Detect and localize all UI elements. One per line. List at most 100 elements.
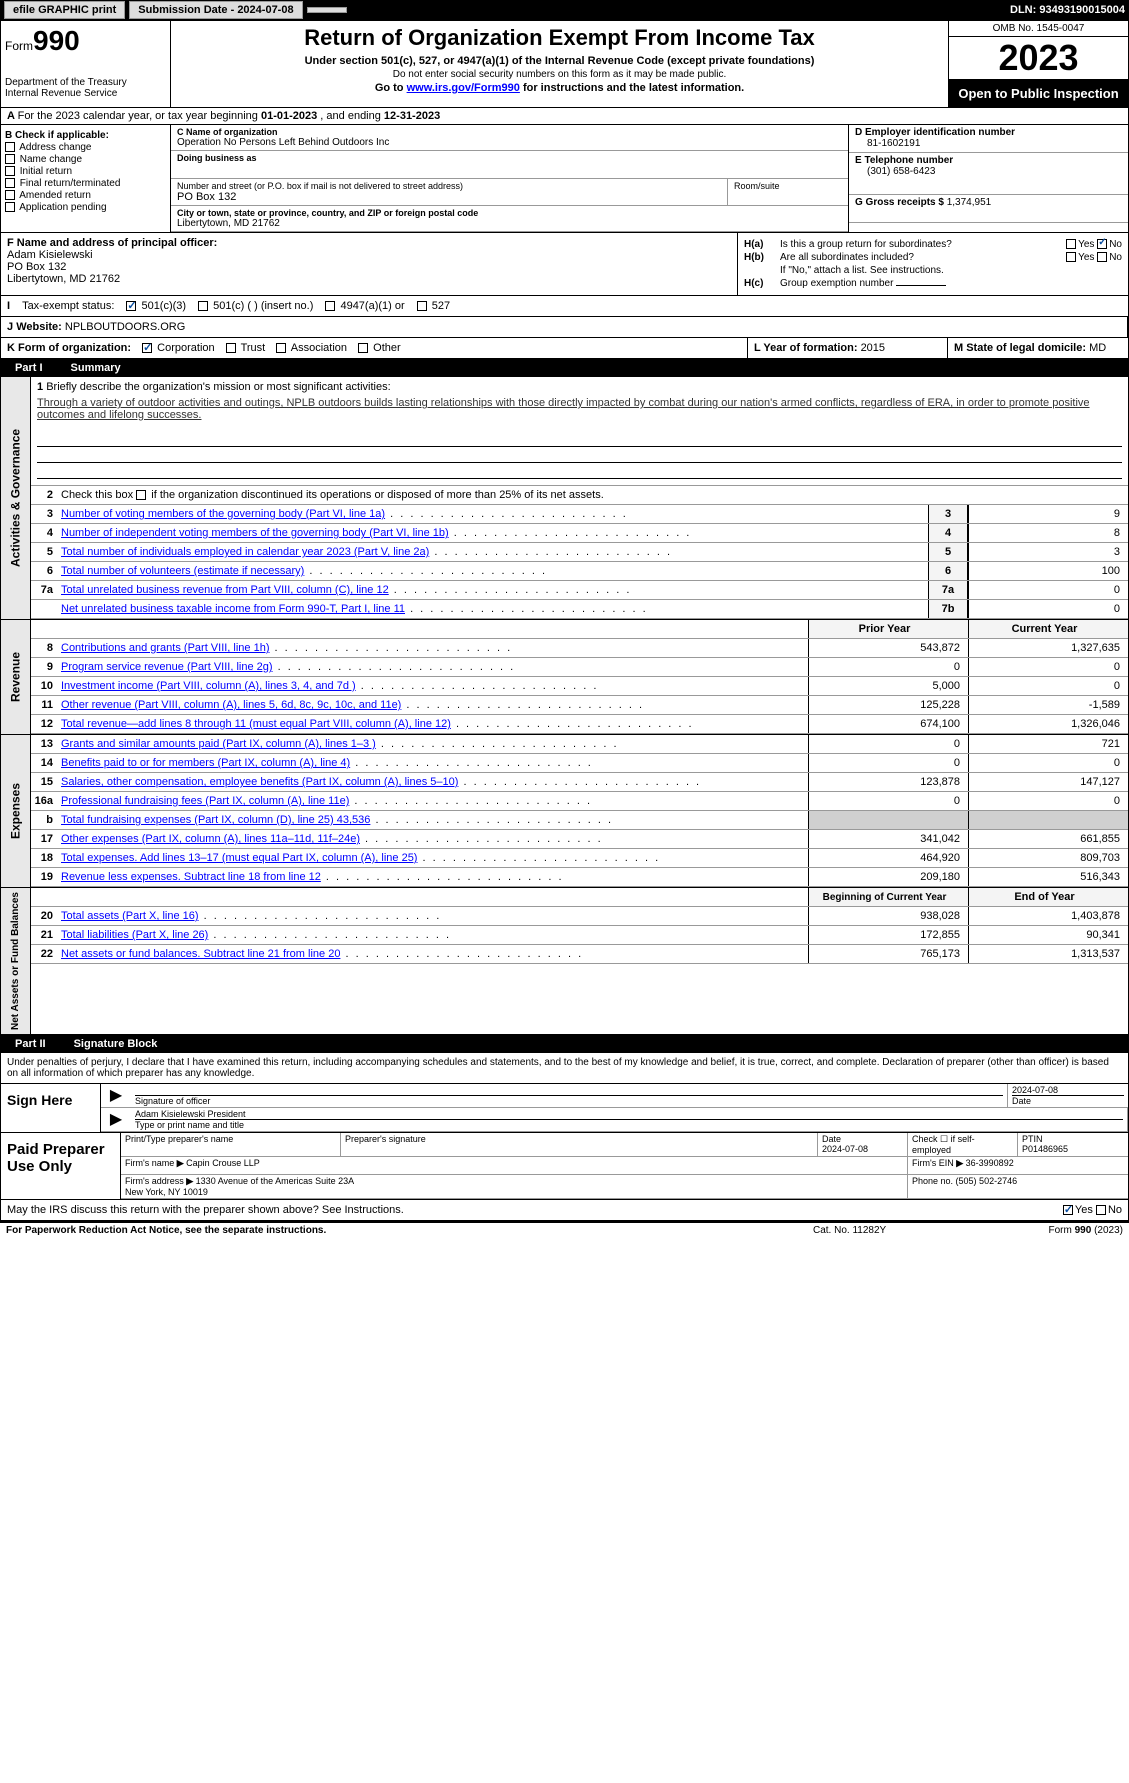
hb-yes-checkbox[interactable] [1066, 252, 1076, 262]
line2-text: Check this box [61, 489, 136, 501]
firm-phone: (505) 502-2746 [956, 1176, 1018, 1186]
501c3-checkbox[interactable] [126, 301, 136, 311]
4947-checkbox[interactable] [325, 301, 335, 311]
ha-yes-checkbox[interactable] [1066, 239, 1076, 249]
line-num: 4 [31, 527, 59, 539]
prep-self-label: Check ☐ if self-employed [908, 1133, 1018, 1156]
ssn-note: Do not enter social security numbers on … [179, 69, 940, 80]
line-num: 13 [31, 738, 59, 750]
colb-checkbox[interactable] [5, 154, 15, 164]
line2-checkbox[interactable] [136, 490, 146, 500]
yes-label: Yes [1078, 239, 1094, 250]
corp-checkbox[interactable] [142, 343, 152, 353]
end-year-hdr: End of Year [968, 888, 1128, 906]
line-box: 7b [928, 600, 968, 618]
mission-label: Briefly describe the organization's miss… [46, 381, 390, 393]
subtitle: Under section 501(c), 527, or 4947(a)(1)… [179, 55, 940, 67]
other-checkbox[interactable] [358, 343, 368, 353]
hb-no-checkbox[interactable] [1097, 252, 1107, 262]
submission-button[interactable]: Submission Date - 2024-07-08 [129, 1, 302, 19]
line-cur: 1,327,635 [968, 639, 1128, 657]
line-desc: Total revenue—add lines 8 through 11 (mu… [59, 717, 808, 731]
ptin-label: PTIN [1022, 1134, 1043, 1144]
line-box: 5 [928, 543, 968, 561]
colb-checkbox[interactable] [5, 202, 15, 212]
colb-checkbox[interactable] [5, 178, 15, 188]
line-prior: 543,872 [808, 639, 968, 657]
line-cur [968, 811, 1128, 829]
line-desc: Total expenses. Add lines 13–17 (must eq… [59, 851, 808, 865]
line-desc: Salaries, other compensation, employee b… [59, 775, 808, 789]
trust-checkbox[interactable] [226, 343, 236, 353]
officer-name: Adam Kisielewski [7, 249, 731, 261]
discuss-no-checkbox[interactable] [1096, 1205, 1106, 1215]
m-label: M State of legal domicile: [954, 342, 1086, 354]
colb-checkbox[interactable] [5, 142, 15, 152]
sig-date-label: Date [1012, 1095, 1124, 1106]
k-label: K Form of organization: [7, 342, 131, 354]
officer-sig-label: Type or print name and title [135, 1119, 1123, 1130]
officer-addr2: Libertytown, MD 21762 [7, 273, 731, 285]
part2-num: Part II [7, 1038, 54, 1050]
footer-left: For Paperwork Reduction Act Notice, see … [6, 1225, 813, 1236]
hb-note: If "No," attach a list. See instructions… [780, 265, 1122, 276]
opt-4947: 4947(a)(1) or [340, 300, 404, 312]
name-label: C Name of organization [177, 127, 842, 137]
line-num: 5 [31, 546, 59, 558]
no-label2: No [1109, 252, 1122, 263]
discuss-yes-checkbox[interactable] [1063, 1205, 1073, 1215]
yes-label2: Yes [1078, 252, 1094, 263]
part1-header: Part I Summary [0, 359, 1129, 377]
line-desc: Total liabilities (Part X, line 26) [59, 928, 808, 942]
line-cur: 90,341 [968, 926, 1128, 944]
line-prior: 5,000 [808, 677, 968, 695]
line-desc: Total assets (Part X, line 16) [59, 909, 808, 923]
opt-501c3: 501(c)(3) [141, 300, 186, 312]
line-val: 100 [968, 562, 1128, 580]
part1-num: Part I [7, 362, 51, 374]
tel: (301) 658-6423 [855, 166, 1122, 177]
j-text: Website: [16, 321, 65, 333]
j-label: J [7, 321, 13, 333]
line-cur: 661,855 [968, 830, 1128, 848]
tel-label: E Telephone number [855, 155, 1122, 166]
omb: OMB No. 1545-0047 [949, 21, 1128, 37]
firm-addr-label: Firm's address [125, 1176, 186, 1186]
line-num: 20 [31, 910, 59, 922]
line-num: 8 [31, 642, 59, 654]
blank-button[interactable] [307, 7, 347, 13]
no-label: No [1109, 239, 1122, 250]
line2-tail: if the organization discontinued its ope… [148, 489, 604, 501]
ha-label: H(a) [744, 239, 780, 250]
officer-addr1: PO Box 132 [7, 261, 731, 273]
state-domicile: MD [1089, 342, 1106, 354]
hc-text: Group exemption number [780, 278, 896, 289]
line-val: 3 [968, 543, 1128, 561]
officer-label: F Name and address of principal officer: [7, 237, 217, 249]
hc-label: H(c) [744, 278, 780, 289]
begin-date: 01-01-2023 [261, 110, 317, 122]
colb-checkbox[interactable] [5, 190, 15, 200]
colb-checkbox[interactable] [5, 166, 15, 176]
addr-label: Number and street (or P.O. box if mail i… [177, 181, 721, 191]
footer-form: 990 [1075, 1225, 1092, 1236]
line-desc: Other expenses (Part IX, column (A), lin… [59, 832, 808, 846]
goto-link[interactable]: www.irs.gov/Form990 [407, 82, 520, 94]
ha-text: Is this a group return for subordinates? [780, 239, 1066, 250]
line-desc: Total number of volunteers (estimate if … [59, 564, 928, 578]
begin-year-hdr: Beginning of Current Year [808, 888, 968, 906]
line-prior: 938,028 [808, 907, 968, 925]
gross-label: G Gross receipts $ [855, 197, 947, 208]
527-checkbox[interactable] [417, 301, 427, 311]
efile-button[interactable]: efile GRAPHIC print [4, 1, 125, 19]
dba-label: Doing business as [177, 153, 842, 163]
opt-other: Other [373, 342, 401, 354]
ha-no-checkbox[interactable] [1097, 239, 1107, 249]
prep-date: 2024-07-08 [822, 1144, 868, 1154]
assoc-checkbox[interactable] [276, 343, 286, 353]
line-desc: Net unrelated business taxable income fr… [59, 602, 928, 616]
line-box: 6 [928, 562, 968, 580]
line-desc: Professional fundraising fees (Part IX, … [59, 794, 808, 808]
501c-checkbox[interactable] [198, 301, 208, 311]
topbar: efile GRAPHIC print Submission Date - 20… [0, 0, 1129, 20]
